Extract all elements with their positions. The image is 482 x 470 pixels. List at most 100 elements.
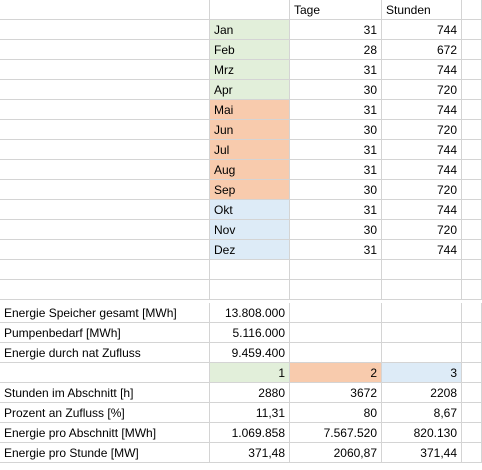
cell[interactable] [462,180,482,200]
cell[interactable] [0,60,210,80]
stats-value[interactable]: 371,48 [210,443,290,463]
month-hours[interactable]: 720 [382,80,462,100]
month-hours[interactable]: 720 [382,220,462,240]
cell[interactable] [0,220,210,240]
stats-value[interactable]: 2880 [210,383,290,403]
energy-label[interactable]: Energie Speicher gesamt [MWh] [0,303,210,323]
cell[interactable] [462,20,482,40]
stats-label[interactable]: Prozent an Zufluss [%] [0,403,210,423]
cell[interactable] [462,280,482,300]
energy-label[interactable]: Energie durch nat Zufluss [0,343,210,363]
cell[interactable] [462,220,482,240]
month-days[interactable]: 31 [290,240,382,260]
stats-value[interactable]: 2208 [382,383,462,403]
month-name[interactable]: Nov [210,220,290,240]
cell[interactable] [382,323,462,343]
cell[interactable] [0,40,210,60]
cell[interactable] [0,363,210,383]
month-name[interactable]: Jul [210,140,290,160]
month-days[interactable]: 30 [290,80,382,100]
cell[interactable] [210,280,290,300]
cell[interactable] [210,260,290,280]
month-name[interactable]: Mai [210,100,290,120]
month-days[interactable]: 30 [290,120,382,140]
cell[interactable] [382,343,462,363]
stats-value[interactable]: 371,44 [382,443,462,463]
stats-value[interactable]: 2060,87 [290,443,382,463]
cell[interactable] [0,260,210,280]
cell[interactable] [382,260,462,280]
cell[interactable] [0,280,210,300]
energy-label[interactable]: Pumpenbedarf [MWh] [0,323,210,343]
cell[interactable] [462,120,482,140]
cell[interactable] [210,0,290,20]
cell[interactable] [462,240,482,260]
cell[interactable] [462,443,482,463]
cell[interactable] [0,240,210,260]
cell[interactable] [462,140,482,160]
month-hours[interactable]: 744 [382,240,462,260]
cell[interactable] [462,260,482,280]
stats-value[interactable]: 7.567.520 [290,423,382,443]
month-hours[interactable]: 744 [382,140,462,160]
segment-1[interactable]: 1 [210,363,290,383]
cell[interactable] [462,200,482,220]
month-hours[interactable]: 672 [382,40,462,60]
stats-value[interactable]: 3672 [290,383,382,403]
cell[interactable] [290,260,382,280]
days-header[interactable]: Tage [290,0,382,20]
month-hours[interactable]: 720 [382,120,462,140]
stats-value[interactable]: 1.069.858 [210,423,290,443]
month-hours[interactable]: 744 [382,20,462,40]
month-days[interactable]: 31 [290,160,382,180]
month-days[interactable]: 30 [290,220,382,240]
cell[interactable] [382,280,462,300]
month-days[interactable]: 31 [290,200,382,220]
month-days[interactable]: 30 [290,180,382,200]
segment-2[interactable]: 2 [290,363,382,383]
cell[interactable] [462,60,482,80]
month-name[interactable]: Apr [210,80,290,100]
stats-value[interactable]: 11,31 [210,403,290,423]
cell[interactable] [0,20,210,40]
energy-value[interactable]: 13.808.000 [210,303,290,323]
cell[interactable] [290,323,382,343]
stats-label[interactable]: Energie pro Abschnitt [MWh] [0,423,210,443]
cell[interactable] [462,423,482,443]
cell[interactable] [462,383,482,403]
segment-3[interactable]: 3 [382,363,462,383]
cell[interactable] [462,100,482,120]
cell[interactable] [462,323,482,343]
month-hours[interactable]: 720 [382,180,462,200]
cell[interactable] [462,0,482,20]
stats-value[interactable]: 820.130 [382,423,462,443]
energy-value[interactable]: 9.459.400 [210,343,290,363]
stats-label[interactable]: Energie pro Stunde [MW] [0,443,210,463]
cell[interactable] [290,343,382,363]
cell[interactable] [382,303,462,323]
month-name[interactable]: Aug [210,160,290,180]
cell[interactable] [290,280,382,300]
month-name[interactable]: Jan [210,20,290,40]
cell[interactable] [0,80,210,100]
cell[interactable] [0,180,210,200]
cell[interactable] [0,160,210,180]
cell[interactable] [462,363,482,383]
month-days[interactable]: 28 [290,40,382,60]
cell[interactable] [462,80,482,100]
month-hours[interactable]: 744 [382,200,462,220]
month-name[interactable]: Okt [210,200,290,220]
month-hours[interactable]: 744 [382,60,462,80]
month-name[interactable]: Feb [210,40,290,60]
month-days[interactable]: 31 [290,60,382,80]
month-days[interactable]: 31 [290,20,382,40]
month-hours[interactable]: 744 [382,160,462,180]
stats-value[interactable]: 80 [290,403,382,423]
cell[interactable] [0,120,210,140]
month-days[interactable]: 31 [290,100,382,120]
cell[interactable] [462,40,482,60]
hours-header[interactable]: Stunden [382,0,462,20]
stats-value[interactable]: 8,67 [382,403,462,423]
stats-label[interactable]: Stunden im Abschnitt [h] [0,383,210,403]
month-hours[interactable]: 744 [382,100,462,120]
